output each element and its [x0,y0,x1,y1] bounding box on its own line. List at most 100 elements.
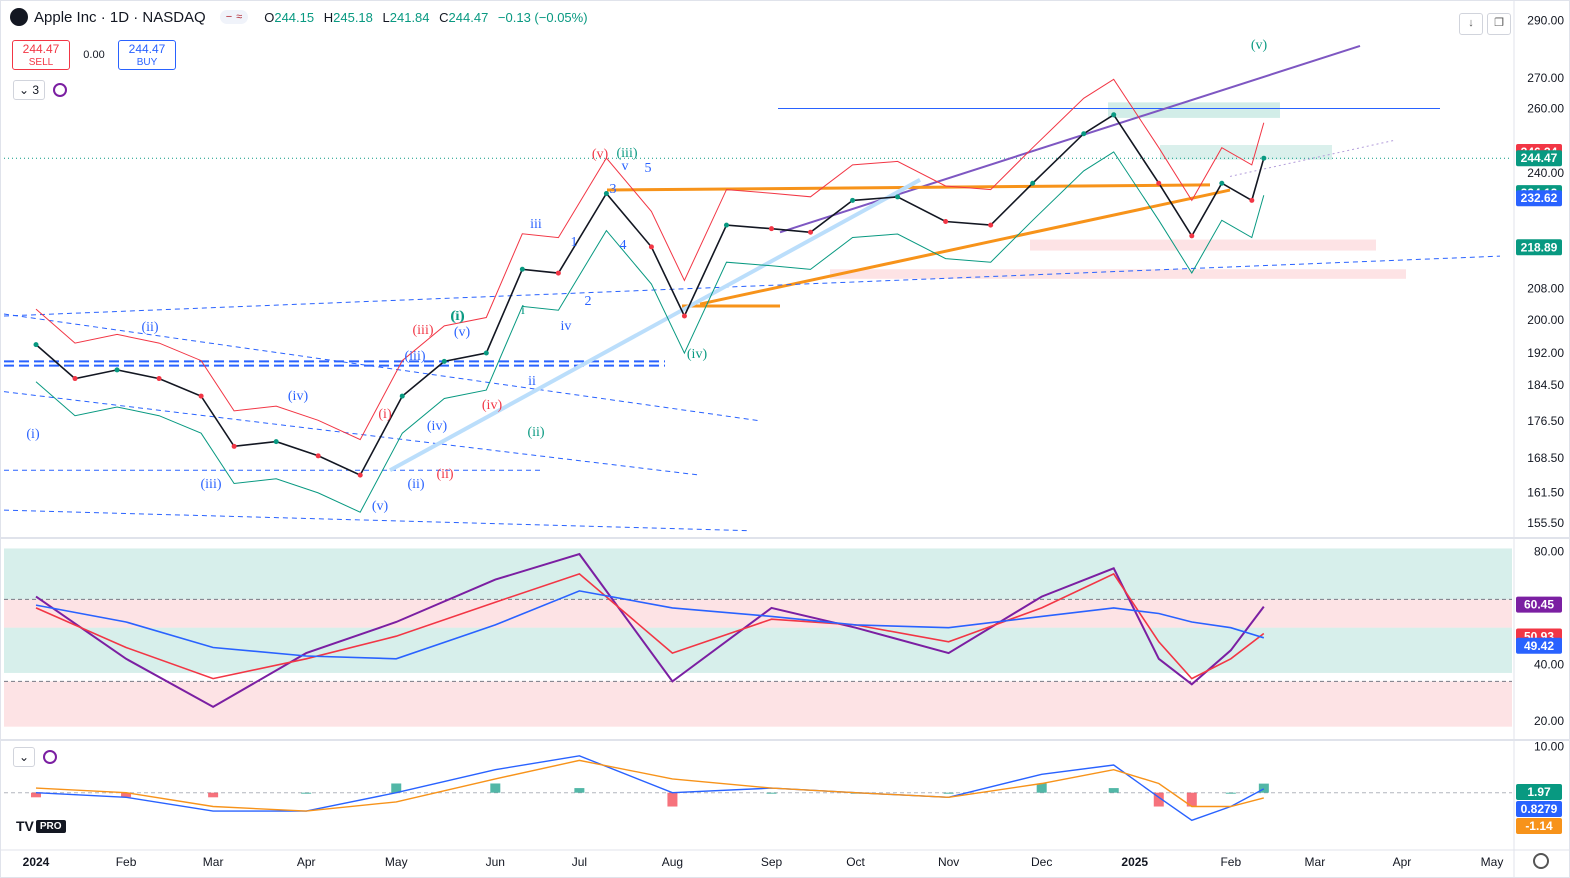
wave-label: ii [528,374,536,389]
price-tick-label: 192.00 [1527,346,1564,360]
price-point [1081,131,1087,137]
buy-label: BUY [136,57,158,68]
wave-label: (ii) [407,477,424,492]
price-point [1219,180,1225,186]
blue-dashed-trend [3,255,1501,317]
open-label: O [264,9,275,25]
price-point [315,453,321,459]
time-tick-label: May [1481,855,1504,869]
price-point [33,342,39,348]
macd-histogram-bar [1108,788,1119,793]
fullscreen-button[interactable]: ❐ [1487,13,1511,35]
wave-label: (iii) [405,349,426,364]
close-label: C [439,9,449,25]
macd-histogram-bar [121,792,132,798]
price-point [895,194,901,200]
buy-button[interactable]: 244.47 BUY [118,40,176,70]
price-point [769,226,775,232]
rsi-badge [1516,596,1562,613]
indicators-toggle[interactable]: ⌄ 3 [13,80,46,100]
close-value: 244.47 [448,9,489,25]
price-point [850,197,856,203]
price-tick-label: 208.00 [1527,281,1564,295]
macd-tick-label: 10.00 [1534,740,1564,754]
rsi-badge-label: 60.45 [1524,598,1554,612]
price-tick-label: 260.00 [1527,102,1564,116]
ohlc-readout: O244.15 H245.18 L241.84 C244.47 −0.13 (−… [264,10,593,25]
price-point [723,222,729,228]
time-tick-label: Mar [203,855,224,869]
wave-label: 4 [620,238,627,253]
fullscreen-icon: ❐ [1494,17,1504,29]
price-point [603,190,609,196]
time-tick-label: Feb [1220,855,1241,869]
trade-panel: 244.47 SELL 0.00 244.47 BUY [12,40,176,70]
sync-icon[interactable] [53,83,68,97]
macd-series-line [35,759,1264,812]
wave-label: 1 [571,235,578,250]
demand-zone [1030,239,1376,251]
price-tick-label: 155.50 [1527,516,1564,530]
price-badge [1516,239,1562,256]
macd-badge-label: 0.8279 [1521,802,1558,816]
macd-toggle[interactable]: ⌄ [13,747,36,767]
macd-badge-label: 1.97 [1527,785,1551,799]
approx-icon: ≈ [236,11,243,23]
wave-label: 3 [610,182,617,197]
wave-label: (v) [1251,38,1268,53]
macd-badge [1516,801,1562,817]
time-tick-label: Dec [1031,855,1052,869]
macd-histogram-bar [1258,783,1269,793]
high-value: 245.18 [333,9,373,25]
price-point [198,393,204,399]
time-tick-label: Mar [1305,855,1326,869]
macd-histogram-bar [208,792,219,798]
price-badge-label: 244.47 [1521,151,1558,165]
wave-label: (iii) [413,323,434,338]
high-label: H [323,9,334,25]
sell-button[interactable]: 244.47 SELL [12,40,70,70]
price-point [681,313,687,319]
rsi-lower-mid-band [4,627,1512,673]
price-point [1111,112,1117,118]
low-value: 241.84 [389,9,430,25]
wave-label: (v) [454,325,471,340]
time-tick-label: Nov [938,855,959,869]
rsi-upper-mid-band [4,599,1512,628]
wave-label: (ii) [527,425,544,440]
apple-logo-icon [10,8,28,26]
price-tick-label: 176.50 [1527,414,1564,428]
gear-icon[interactable] [1533,853,1549,869]
time-tick-label: Feb [116,855,137,869]
price-point [483,350,489,356]
macd-histogram-bar [1186,792,1197,807]
price-point [1156,180,1162,186]
demand-zone-lower [830,269,1406,279]
chart-mode-pill[interactable]: − ≈ [219,10,249,24]
price-badge-label: 232.62 [1521,191,1558,205]
spread-value: 0.00 [83,49,105,61]
time-tick-label: 2024 [23,855,50,869]
wave-label: (v) [592,147,609,162]
price-tick-label: 161.50 [1527,485,1564,499]
wave-label: (iii) [201,477,222,492]
download-icon: ↓ [1468,17,1474,29]
wave-label: (i) [378,407,392,422]
download-button[interactable]: ↓ [1459,13,1483,35]
indicator-count: 3 [32,83,40,97]
dotted-projection [1229,139,1396,177]
macd-histogram-bar [766,792,777,794]
macd-sync-icon[interactable] [43,750,58,764]
open-value: 244.15 [274,9,315,25]
price-point [1249,197,1255,203]
price-point [156,376,162,382]
wave-label: (i) [451,309,465,324]
sell-price: 244.47 [22,42,60,56]
tv-brand: TV [16,818,34,834]
purple-channel-line [779,44,1361,234]
symbol-title[interactable]: Apple Inc · 1D · NASDAQ [34,8,206,26]
price-badge-label: 218.89 [1521,240,1558,254]
wave-label: iv [561,319,572,334]
